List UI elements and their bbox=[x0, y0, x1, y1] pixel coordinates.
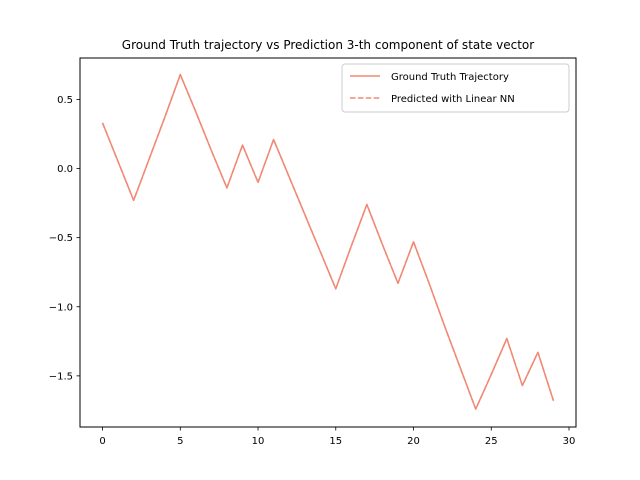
series-line-1 bbox=[101, 73, 555, 410]
y-tick-label: −0.5 bbox=[49, 233, 73, 244]
x-axis: 0 5 10 15 20 25 30 bbox=[99, 427, 575, 447]
legend-label-predicted: Predicted with Linear NN bbox=[391, 94, 515, 105]
x-tick-label: 25 bbox=[485, 436, 498, 447]
legend-label-ground-truth: Ground Truth Trajectory bbox=[391, 72, 509, 83]
y-tick-label: 0.0 bbox=[57, 164, 73, 175]
x-tick-label: 0 bbox=[99, 436, 105, 447]
x-tick-label: 10 bbox=[252, 436, 265, 447]
legend-box bbox=[341, 63, 570, 113]
axes-frame bbox=[79, 57, 577, 428]
y-tick-label: −1.0 bbox=[49, 302, 73, 313]
x-tick-label: 30 bbox=[563, 436, 576, 447]
x-tick-label: 15 bbox=[329, 436, 342, 447]
legend: Ground Truth Trajectory Predicted with L… bbox=[341, 63, 570, 113]
series-line-0 bbox=[101, 73, 555, 410]
chart-title: Ground Truth trajectory vs Prediction 3-… bbox=[122, 38, 534, 52]
x-tick-label: 20 bbox=[407, 436, 420, 447]
y-tick-label: 0.5 bbox=[57, 95, 73, 106]
y-tick-label: −1.5 bbox=[49, 371, 73, 382]
x-tick-label: 5 bbox=[177, 436, 183, 447]
y-axis: −1.5 −1.0 −0.5 0.0 0.5 bbox=[49, 95, 80, 382]
plot-lines bbox=[101, 73, 555, 410]
